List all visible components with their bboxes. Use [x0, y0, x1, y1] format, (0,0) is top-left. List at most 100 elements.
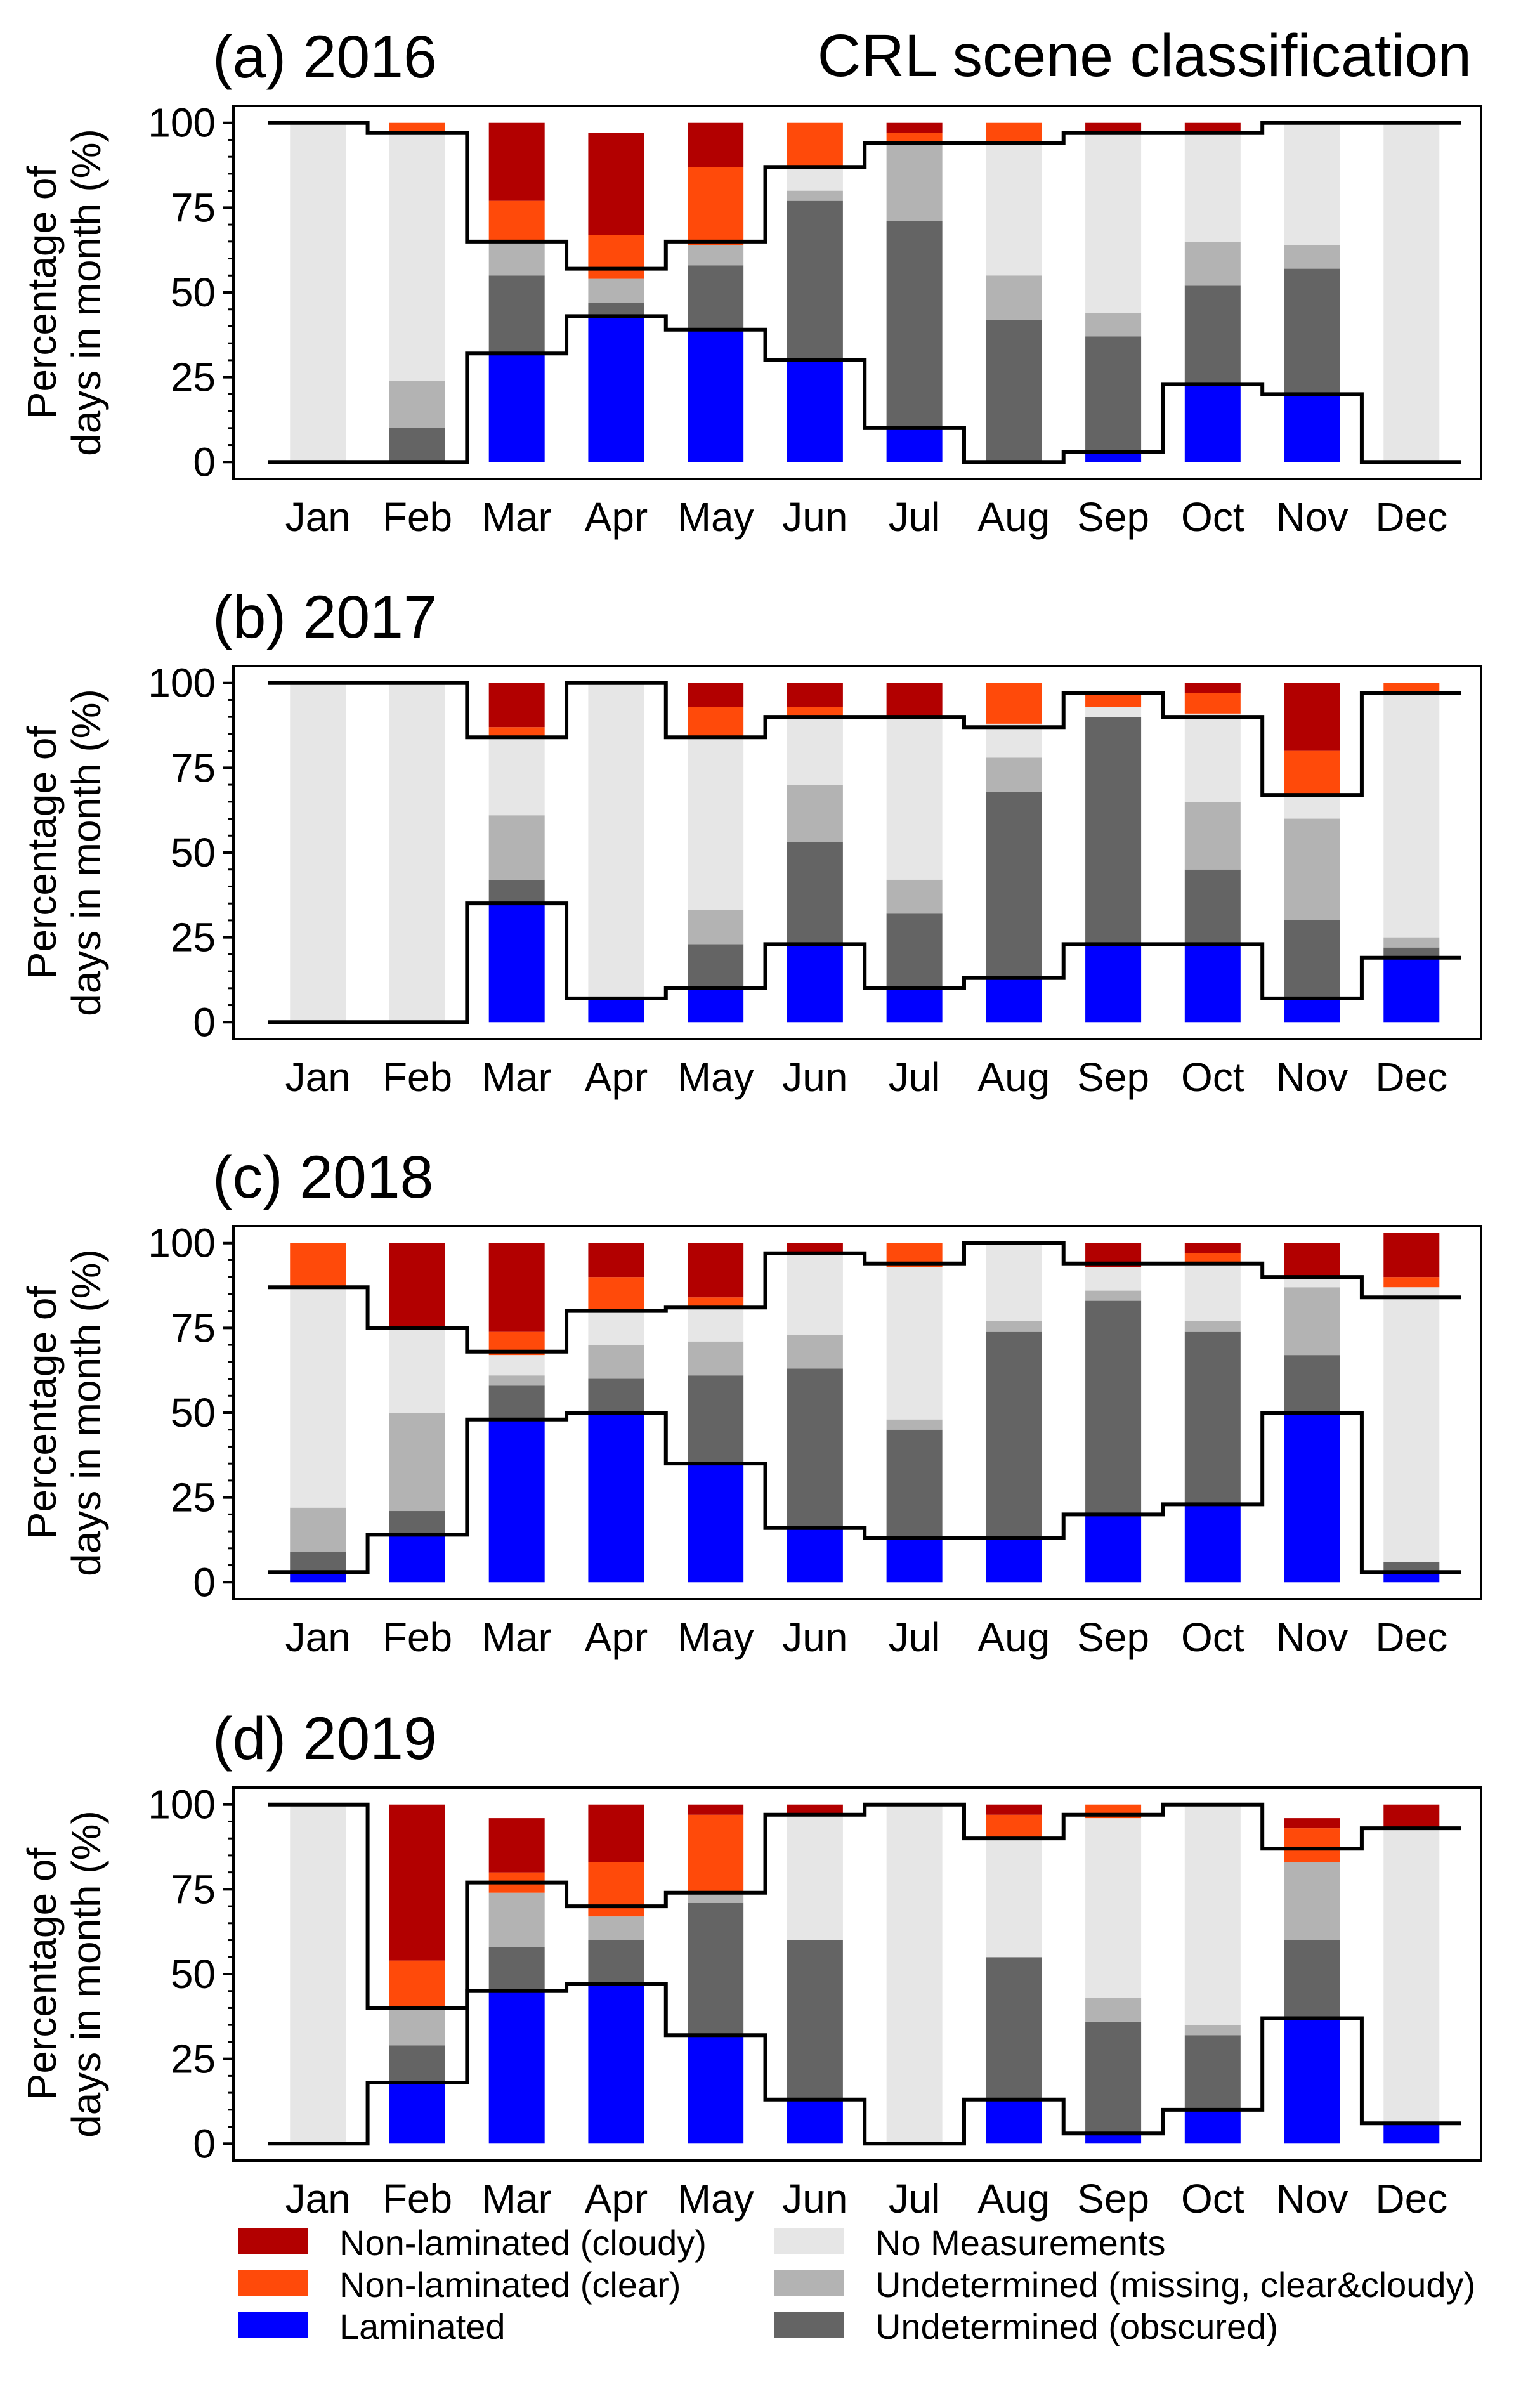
legend-label-cloudy: Non-laminated (cloudy)	[339, 2223, 707, 2263]
bar-laminated-oct	[1184, 1504, 1241, 1583]
bar-cloudy-feb	[389, 1243, 445, 1328]
bar-obscured-may	[688, 944, 744, 988]
bar-nomeas-aug	[986, 143, 1042, 276]
bar-obscured-may	[688, 1902, 744, 2036]
y-axis-label: Percentage of	[19, 1286, 65, 1540]
bar-clear-may	[688, 1297, 744, 1308]
x-tick-label: Mar	[482, 2176, 552, 2222]
bar-nomeas-mar	[488, 1355, 545, 1376]
bar-obscured-sep	[1085, 1300, 1142, 1515]
bar-obscured-mar	[488, 275, 545, 354]
bar-cloudy-jul	[886, 683, 943, 717]
bar-nomeas-may	[688, 737, 744, 910]
upper-step-line	[268, 1802, 1461, 2010]
bar-cloudy-may	[688, 122, 744, 167]
bar-clear-aug	[986, 122, 1042, 143]
bar-obscured-nov	[1284, 268, 1340, 395]
bar-nomeas-jun	[787, 717, 843, 785]
bar-clear-jul	[886, 133, 943, 143]
bar-laminated-oct	[1184, 2109, 1241, 2144]
bar-obscured-apr	[588, 1940, 644, 1985]
bar-missing-jan	[290, 1507, 346, 1552]
bar-obscured-aug	[986, 791, 1042, 978]
bar-laminated-apr	[588, 1413, 644, 1583]
bar-clear-feb	[389, 122, 445, 133]
bar-obscured-nov	[1284, 1940, 1340, 2019]
bar-nomeas-jan	[290, 1287, 346, 1508]
bar-obscured-sep	[1085, 336, 1142, 452]
bar-laminated-jun	[787, 2099, 843, 2144]
bar-clear-apr	[588, 1862, 644, 1917]
x-tick-label: Apr	[585, 494, 648, 540]
bar-obscured-oct	[1184, 2035, 1241, 2110]
bar-nomeas-oct	[1184, 133, 1241, 242]
x-tick-label: Jan	[285, 1054, 351, 1100]
bar-obscured-jun	[787, 842, 843, 945]
x-tick-label: Sep	[1077, 2176, 1149, 2222]
bar-missing-oct	[1184, 1321, 1241, 1332]
x-tick-label: Sep	[1077, 494, 1149, 540]
bar-missing-jun	[787, 785, 843, 842]
bar-clear-may	[688, 707, 744, 738]
bar-nomeas-feb	[389, 133, 445, 381]
x-tick-label: Feb	[382, 1614, 452, 1660]
bar-missing-apr	[588, 278, 644, 303]
bar-nomeas-dec	[1383, 693, 1440, 938]
bar-missing-oct	[1184, 241, 1241, 286]
bar-obscured-oct	[1184, 285, 1241, 384]
y-tick-label: 0	[193, 1559, 216, 1605]
bar-nomeas-sep	[1085, 1267, 1142, 1291]
bar-clear-jun	[787, 122, 843, 167]
bar-clear-may	[688, 167, 744, 245]
bar-missing-mar	[488, 1375, 545, 1386]
y-tick-label: 25	[171, 355, 216, 400]
bar-laminated-jun	[787, 1528, 843, 1583]
bar-obscured-jun	[787, 200, 843, 360]
bar-nomeas-aug	[986, 1243, 1042, 1321]
legend-label-nomeas: No Measurements	[875, 2223, 1166, 2263]
legend-swatch-nomeas	[774, 2228, 844, 2254]
legend: Non-laminated (cloudy)Non-laminated (cle…	[238, 2223, 1475, 2346]
bar-laminated-mar	[488, 903, 545, 1023]
bar-nomeas-nov	[1284, 795, 1340, 819]
bar-clear-nov	[1284, 1828, 1340, 1862]
bar-nomeas-aug	[986, 1838, 1042, 1958]
bar-laminated-oct	[1184, 944, 1241, 1023]
bar-nomeas-sep	[1085, 707, 1142, 717]
y-axis-label: days in month (%)	[63, 129, 109, 456]
bar-nomeas-nov	[1284, 1277, 1340, 1288]
y-tick-label: 100	[148, 100, 216, 146]
x-tick-label: Aug	[977, 494, 1050, 540]
y-tick-label: 75	[171, 185, 216, 230]
bar-missing-aug	[986, 1321, 1042, 1332]
bar-missing-jun	[787, 190, 843, 201]
bar-clear-jun	[787, 707, 843, 717]
bar-missing-apr	[588, 1916, 644, 1940]
bar-missing-may	[688, 245, 744, 266]
bar-cloudy-may	[688, 1243, 744, 1298]
bar-nomeas-sep	[1085, 133, 1142, 313]
bar-obscured-jan	[290, 1552, 346, 1573]
bar-missing-nov	[1284, 818, 1340, 920]
bar-laminated-may	[688, 329, 744, 462]
bar-obscured-sep	[1085, 2021, 1142, 2134]
legend-swatch-missing	[774, 2270, 844, 2296]
bar-laminated-nov	[1284, 1413, 1340, 1583]
bar-missing-nov	[1284, 1287, 1340, 1356]
bar-laminated-aug	[986, 2099, 1042, 2144]
bar-obscured-aug	[986, 1957, 1042, 2100]
bar-clear-jan	[290, 1243, 346, 1288]
bar-obscured-mar	[488, 879, 545, 904]
bar-missing-jul	[886, 143, 943, 221]
x-tick-label: Nov	[1276, 2176, 1348, 2222]
bar-clear-may	[688, 1814, 744, 1893]
x-tick-label: Jun	[782, 1054, 847, 1100]
bar-cloudy-nov	[1284, 1818, 1340, 1829]
bar-nomeas-jul	[886, 1267, 943, 1420]
bar-clear-apr	[588, 235, 644, 279]
bar-obscured-sep	[1085, 717, 1142, 945]
bar-laminated-jan	[290, 1572, 346, 1583]
x-tick-label: Jan	[285, 1614, 351, 1660]
bar-laminated-jun	[787, 944, 843, 1023]
